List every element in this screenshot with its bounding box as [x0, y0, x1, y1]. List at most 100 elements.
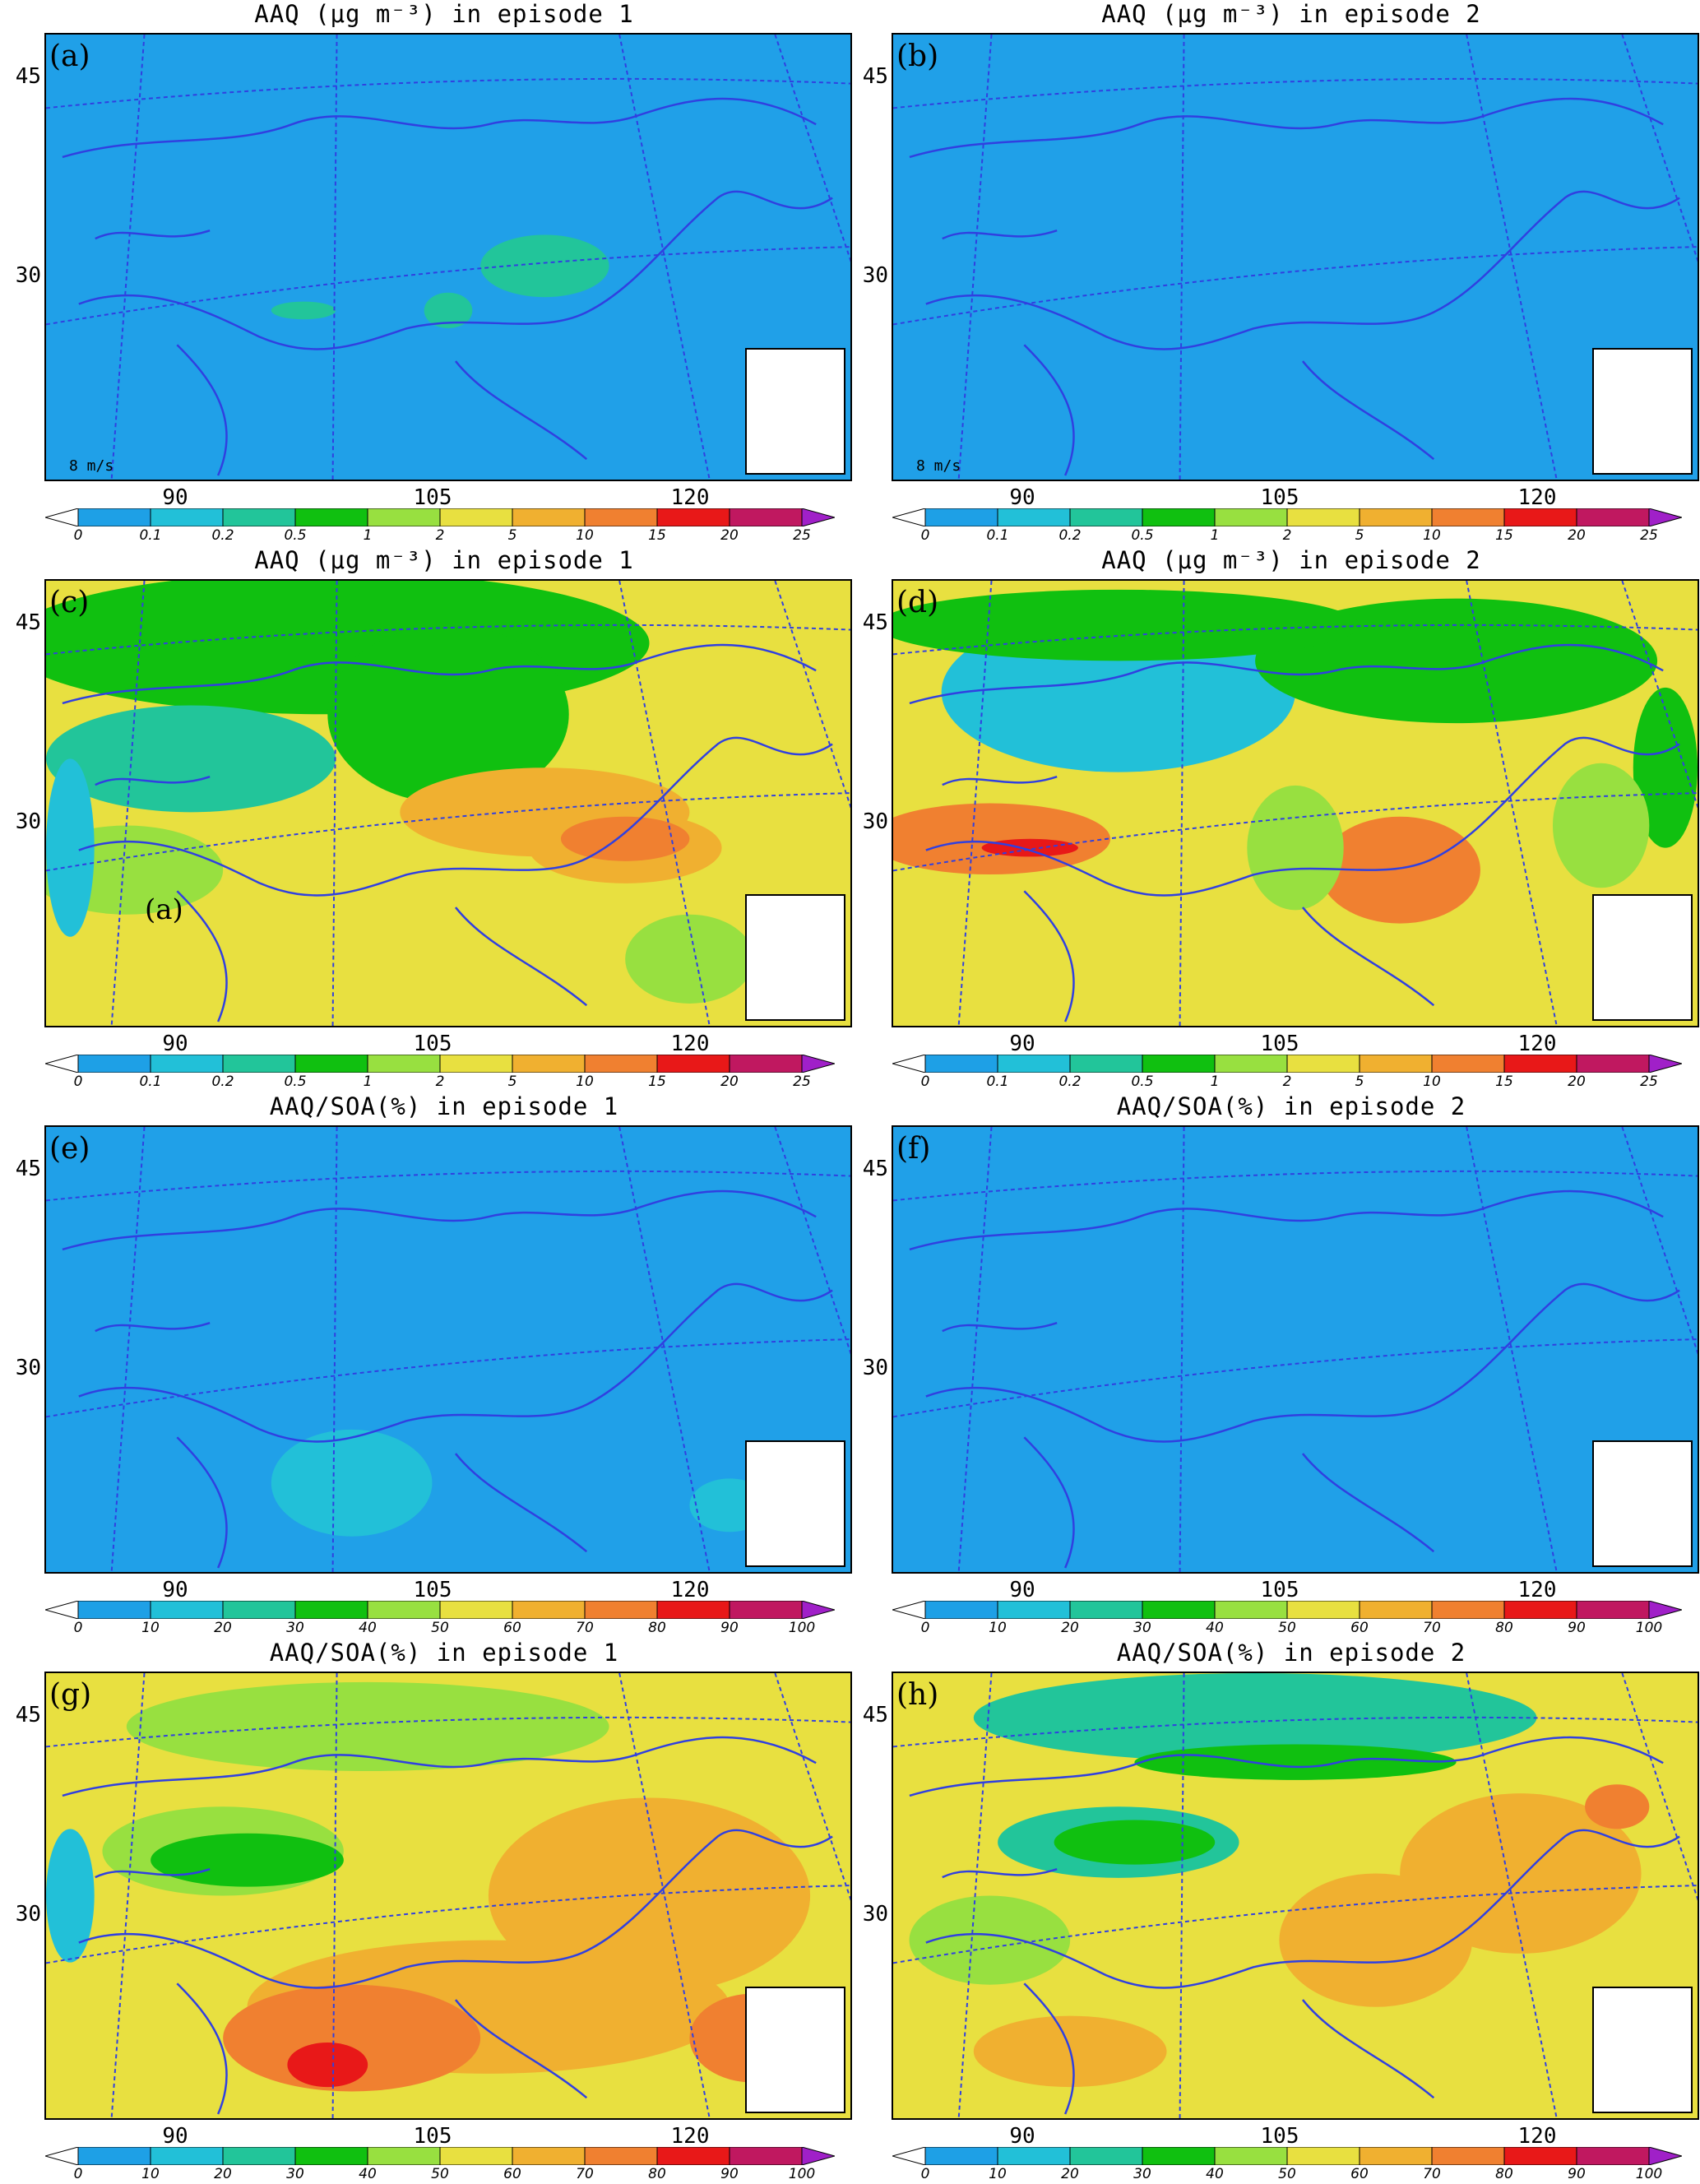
longitude-label: 105	[1260, 485, 1299, 510]
colorbar-tick-label: 40	[1206, 1620, 1224, 1636]
colorbar-under-arrow	[891, 2146, 926, 2166]
colorbar-segment	[1359, 1600, 1433, 1620]
concentration-field	[46, 1127, 850, 1572]
latitude-gridline	[46, 1170, 850, 1202]
latitude-gridline	[46, 246, 850, 326]
map-area: (a) 8 m/s	[44, 33, 852, 481]
longitude-gridline	[110, 1127, 146, 1572]
colorbar	[891, 508, 1684, 527]
colorbar-ticks: 0 10 20 30 40 50 60 70 80 90 100	[892, 2166, 1682, 2184]
concentration-field	[893, 1127, 1698, 1572]
colorbar-tick-label: 15	[648, 527, 666, 544]
colorbar-tick-label: 1	[363, 1073, 373, 1090]
latitude-gridline	[893, 1338, 1698, 1418]
latitude-gridline	[46, 1338, 850, 1418]
longitude-label: 105	[1260, 2124, 1299, 2149]
colorbar-segment	[1069, 2146, 1143, 2166]
country-borders	[62, 1736, 833, 2115]
colorbar-segment	[367, 1054, 441, 1073]
latitude-gridline	[46, 792, 850, 872]
colorbar-tick-label: 15	[1495, 527, 1513, 544]
colorbar-segment	[1431, 508, 1505, 527]
south-china-sea-inset	[745, 894, 845, 1021]
colorbar-segment	[656, 508, 730, 527]
longitude-gridline	[1621, 1127, 1698, 1356]
latitude-gridline	[893, 1170, 1698, 1202]
colorbar-tick-label: 70	[576, 1620, 594, 1636]
colorbar-tick-label: 25	[793, 527, 811, 544]
colorbar-segment	[729, 1054, 803, 1073]
longitude-gridline	[618, 35, 711, 480]
colorbar-tick-label: 20	[1568, 527, 1586, 544]
panel-title: AAQ (μg m⁻³) in episode 2	[1101, 546, 1481, 574]
latitude-label: 45	[15, 1157, 41, 1181]
colorbar-segment	[924, 508, 998, 527]
contour-region	[625, 914, 754, 1004]
colorbar-under-arrow	[44, 2146, 79, 2166]
colorbar-ticks: 0 10 20 30 40 50 60 70 80 90 100	[45, 1620, 835, 1638]
colorbar-segment	[729, 1600, 803, 1620]
longitude-gridline	[1466, 1673, 1558, 2118]
panel-label: (b)	[896, 39, 939, 73]
colorbar-tick-label: 70	[576, 2166, 594, 2182]
colorbar-tick-label: 0.5	[1131, 1073, 1154, 1090]
colorbar-tick-label: 10	[576, 527, 594, 544]
colorbar-tick-label: 0.5	[284, 527, 307, 544]
colorbar-over-arrow	[1648, 508, 1684, 527]
longitude-gridline	[1621, 581, 1698, 809]
panel-label: (e)	[49, 1132, 90, 1166]
colorbar-tick-label: 0.5	[1131, 527, 1154, 544]
longitude-label: 90	[1009, 1578, 1035, 1602]
colorbar-segment	[294, 1054, 368, 1073]
latitude-gridline	[893, 1885, 1698, 1964]
latitude-label: 30	[862, 263, 888, 288]
colorbar-tick-label: 0.2	[211, 527, 234, 544]
colorbar-segment	[1576, 1600, 1650, 1620]
colorbar-tick-label: 100	[788, 1620, 816, 1636]
colorbar-tick-label: 80	[648, 1620, 666, 1636]
colorbar-over-arrow	[1648, 1054, 1684, 1073]
colorbar-tick-label: 90	[720, 1620, 739, 1636]
latitude-gridline	[46, 1885, 850, 1964]
colorbar	[44, 2146, 836, 2166]
panel-label: (a)	[49, 39, 90, 73]
contour-region	[46, 705, 336, 813]
country-borders	[909, 1189, 1680, 1569]
longitude-gridline	[618, 581, 711, 1026]
colorbar-segment	[1503, 1054, 1577, 1073]
contour-region	[271, 1429, 433, 1537]
colorbar-tick-label: 1	[1210, 1073, 1220, 1090]
panel-label: (h)	[896, 1678, 939, 1712]
concentration-field	[893, 581, 1698, 1026]
colorbar-segment	[1431, 2146, 1505, 2166]
colorbar	[891, 2146, 1684, 2166]
longitude-label: 90	[162, 2124, 188, 2149]
latitude-label: 45	[862, 610, 888, 635]
colorbar-tick-label: 0.1	[139, 1073, 162, 1090]
panel-label: (c)	[49, 586, 90, 619]
contour-region	[1054, 1820, 1216, 1865]
colorbar-tick-label: 1	[1210, 527, 1220, 544]
colorbar-tick-label: 0	[73, 2166, 83, 2182]
colorbar-segment	[150, 1054, 224, 1073]
colorbar-tick-label: 70	[1423, 2166, 1441, 2182]
colorbar-segment	[1214, 508, 1288, 527]
colorbar-tick-label: 0.2	[1058, 1073, 1082, 1090]
colorbar-tick-label: 70	[1423, 1620, 1441, 1636]
latitude-label: 30	[15, 1356, 41, 1380]
colorbar-segment	[1503, 508, 1577, 527]
longitude-label: 90	[162, 485, 188, 510]
colorbar-tick-label: 2	[435, 1073, 445, 1090]
contour-region	[560, 816, 690, 861]
longitude-gridline	[1179, 1673, 1185, 2118]
colorbar-segment	[77, 1054, 151, 1073]
contour-region	[973, 1673, 1537, 1763]
longitude-label: 120	[1517, 1578, 1557, 1602]
country-borders	[62, 643, 833, 1022]
colorbar-segment	[1286, 2146, 1360, 2166]
country-borders	[909, 97, 1680, 476]
longitude-label: 105	[413, 2124, 452, 2149]
colorbar-tick-label: 0.2	[211, 1073, 234, 1090]
colorbar-segment	[729, 508, 803, 527]
colorbar-segment	[1576, 2146, 1650, 2166]
